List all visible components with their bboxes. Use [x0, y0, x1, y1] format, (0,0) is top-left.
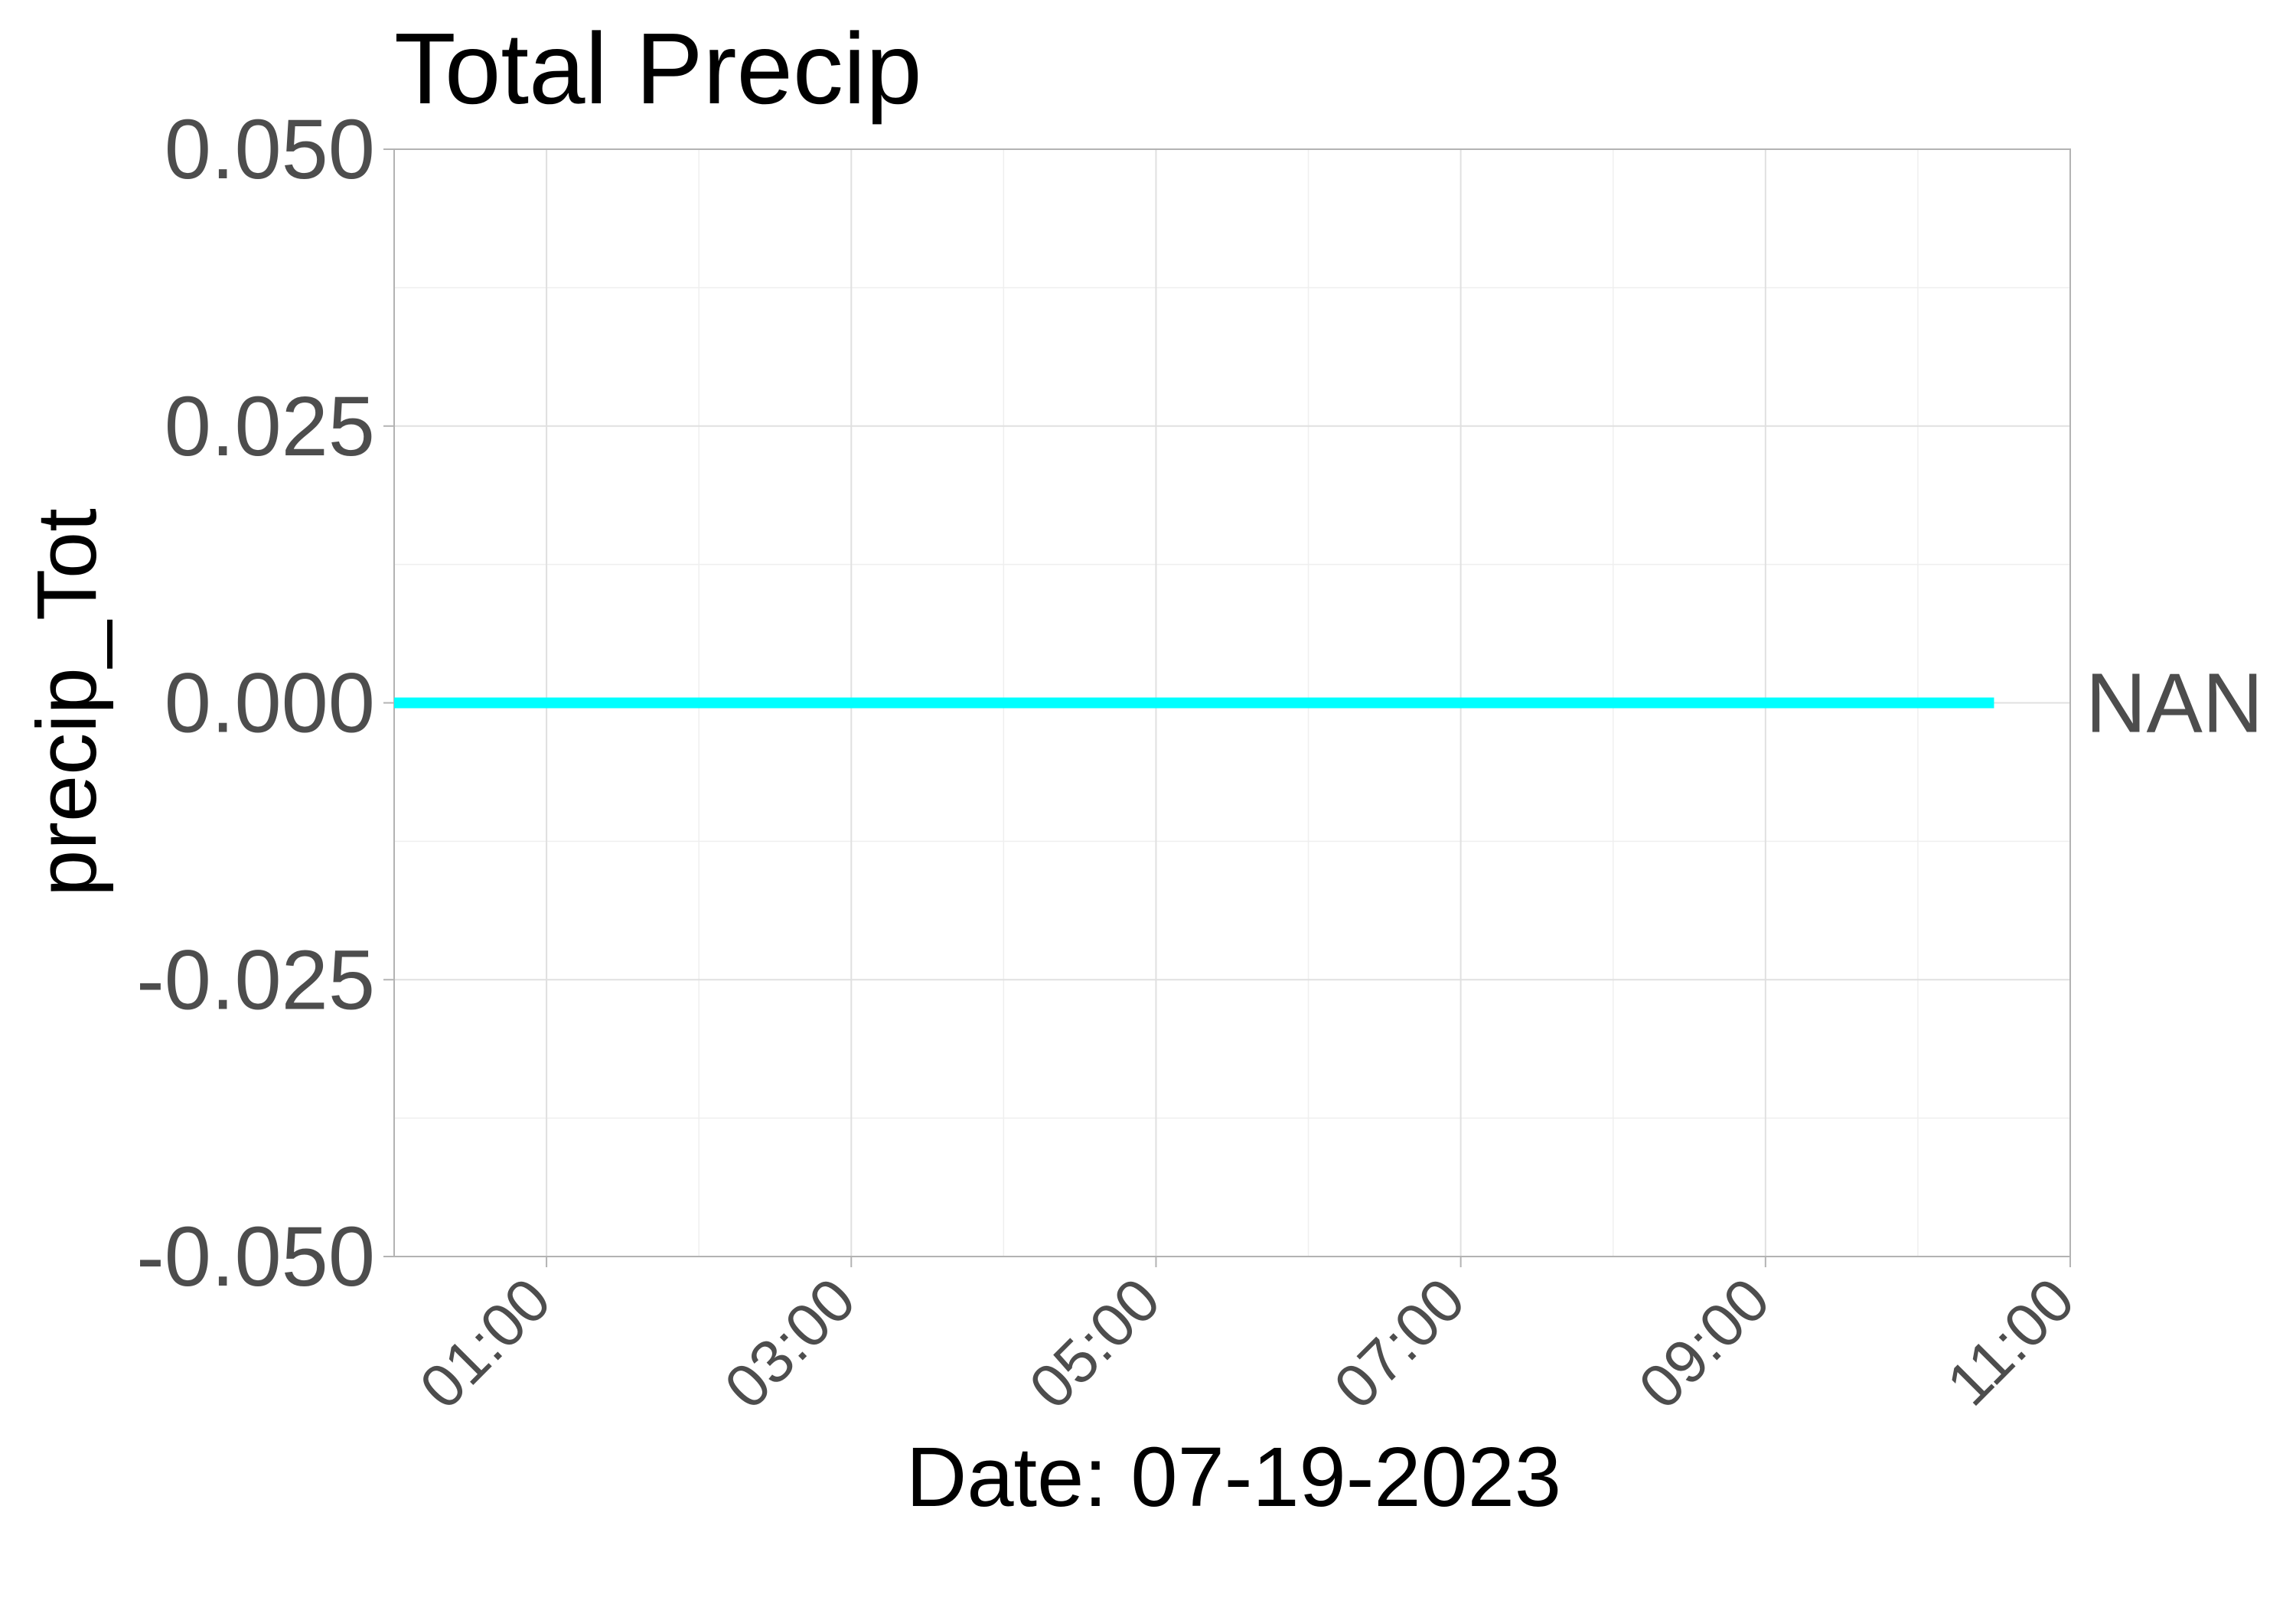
x-axis-label: Date: 07-19-2023 [906, 1430, 1561, 1524]
y-axis-label: precip_Tot [20, 508, 114, 897]
y-tick-label: 0.025 [165, 380, 375, 474]
series-label: NAN [2086, 657, 2263, 751]
x-tick-label: 07:00 [1321, 1265, 1477, 1421]
x-axis-ticks: 01:00 03:00 05:00 07:00 09:00 11:00 [407, 1257, 2087, 1422]
x-tick-label: 11:00 [1934, 1265, 2087, 1418]
y-tick-label: -0.050 [136, 1210, 375, 1304]
y-tick-label: 0.000 [165, 657, 375, 751]
y-tick-label: -0.025 [136, 933, 375, 1027]
y-tick-label: 0.050 [165, 103, 375, 197]
chart-title: Total Precip [394, 12, 922, 125]
x-tick-label: 03:00 [712, 1265, 868, 1421]
series-labels: NAN [2086, 657, 2263, 751]
x-tick-label: 09:00 [1626, 1265, 1782, 1421]
y-axis-ticks: 0.050 0.025 0.000 -0.025 -0.050 [136, 103, 394, 1304]
x-tick-label: 05:00 [1016, 1265, 1172, 1421]
x-tick-label: 01:00 [407, 1265, 563, 1421]
